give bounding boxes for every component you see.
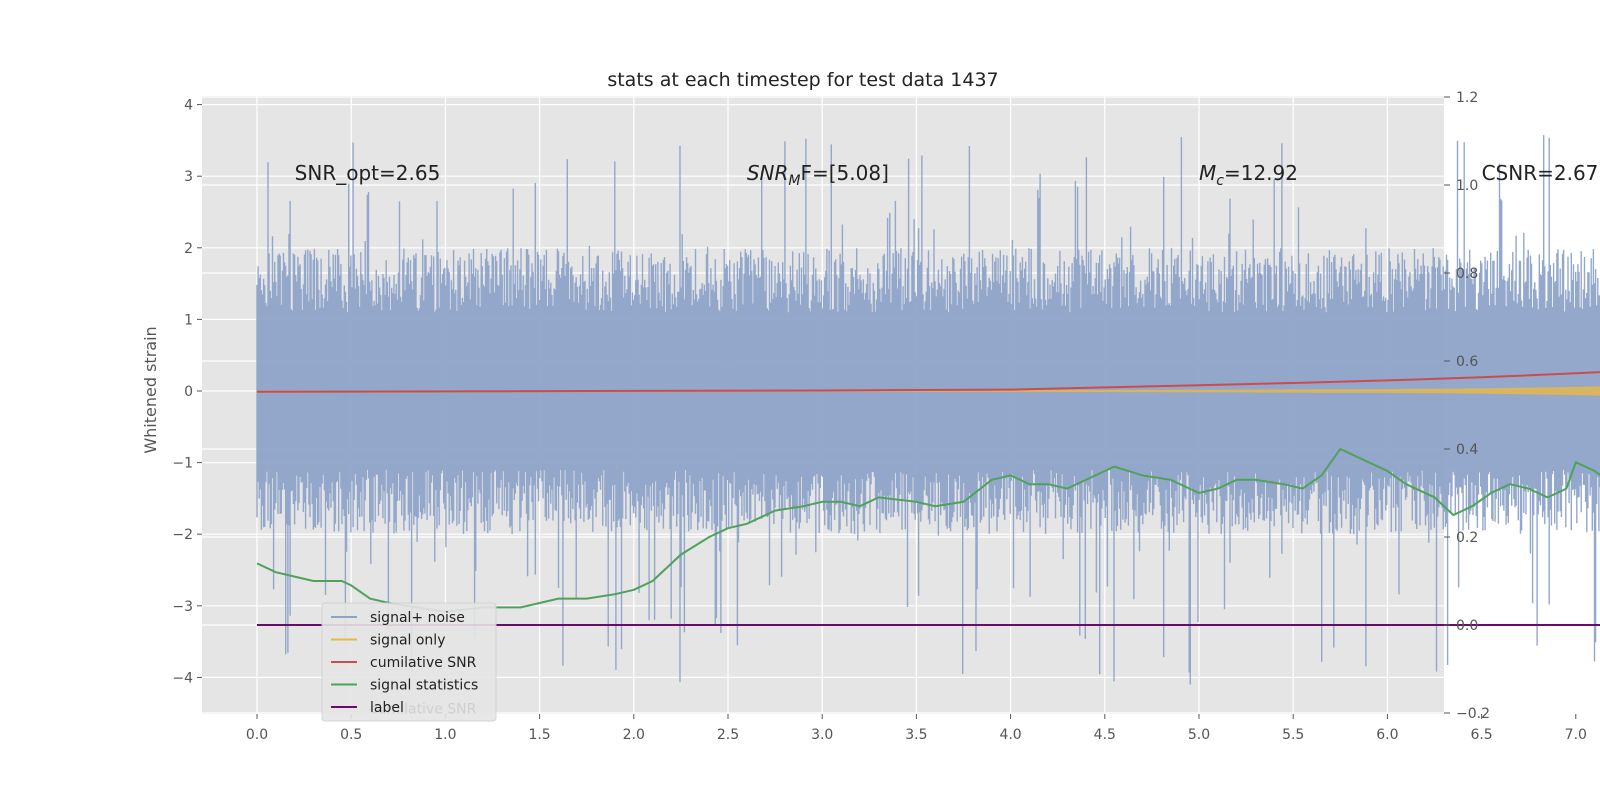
legend-box [321, 602, 497, 722]
legend-obscured-text: cumilative SNR [370, 702, 477, 718]
x-tick-label: 6.0 [1376, 727, 1398, 743]
annotation: SNRMF=[5.08] [747, 161, 889, 189]
y-tick-label: −3 [172, 599, 193, 615]
legend-entry: signal only [370, 633, 445, 649]
x-tick-label: 3.0 [811, 727, 833, 743]
y-tick-label: 4 [184, 98, 193, 114]
series-cumilative-snr [256, 371, 1600, 393]
x-tick-label: 2.0 [623, 727, 645, 743]
y2-tick-label: 0.4 [1456, 442, 1478, 458]
x-tick-label: 1.5 [528, 727, 550, 743]
y-tick-label: 2 [184, 241, 193, 257]
annotation: SNR_opt=2.65 [295, 161, 441, 185]
x-tick-label: 4.5 [1094, 727, 1116, 743]
series-signal-statistics [256, 447, 1600, 613]
x-tick-label: 0.5 [340, 727, 362, 743]
y2-tick-label: 1.0 [1456, 178, 1478, 194]
x-tick-label: 5.5 [1282, 727, 1304, 743]
y2-tick-label: 0.0 [1456, 618, 1478, 634]
x-tick-label: 2.5 [717, 727, 739, 743]
y-tick-label: 3 [184, 169, 193, 185]
y2-tick-label: 1.2 [1456, 90, 1478, 106]
y-tick-label: 0 [184, 384, 193, 400]
y-tick-label: 1 [184, 312, 193, 328]
y2-tick-label: 0.6 [1456, 354, 1478, 370]
x-tick-label: 4.0 [999, 727, 1021, 743]
x-tick-label: 0.0 [246, 727, 268, 743]
x-tick-label: 1.0 [434, 727, 456, 743]
y-tick-label: −2 [172, 527, 193, 543]
y-tick-label: −1 [172, 456, 193, 472]
y2-tick-label: 0.8 [1456, 266, 1478, 282]
y-tick-label: −4 [172, 670, 193, 686]
chart-title: stats at each timestep for test data 143… [607, 69, 998, 91]
legend-entry: cumilative SNR [370, 655, 477, 671]
legend-entry: signal+ noise [370, 610, 465, 626]
annotation: CSNR=2.67 [1482, 161, 1599, 185]
annotation: Mc=12.92 [1199, 161, 1298, 189]
x-tick-label: 5.0 [1188, 727, 1210, 743]
x-tick-label: 6.5 [1470, 727, 1492, 743]
x-tick-label: 7.0 [1565, 727, 1587, 743]
y2-tick-label: −0.2 [1456, 706, 1490, 722]
x-tick-label: 3.5 [905, 727, 927, 743]
y-axis-label: Whitened strain [141, 326, 160, 453]
y2-tick-label: 0.2 [1456, 530, 1478, 546]
legend-entry: label [370, 700, 404, 716]
legend-entry: signal statistics [370, 678, 478, 694]
